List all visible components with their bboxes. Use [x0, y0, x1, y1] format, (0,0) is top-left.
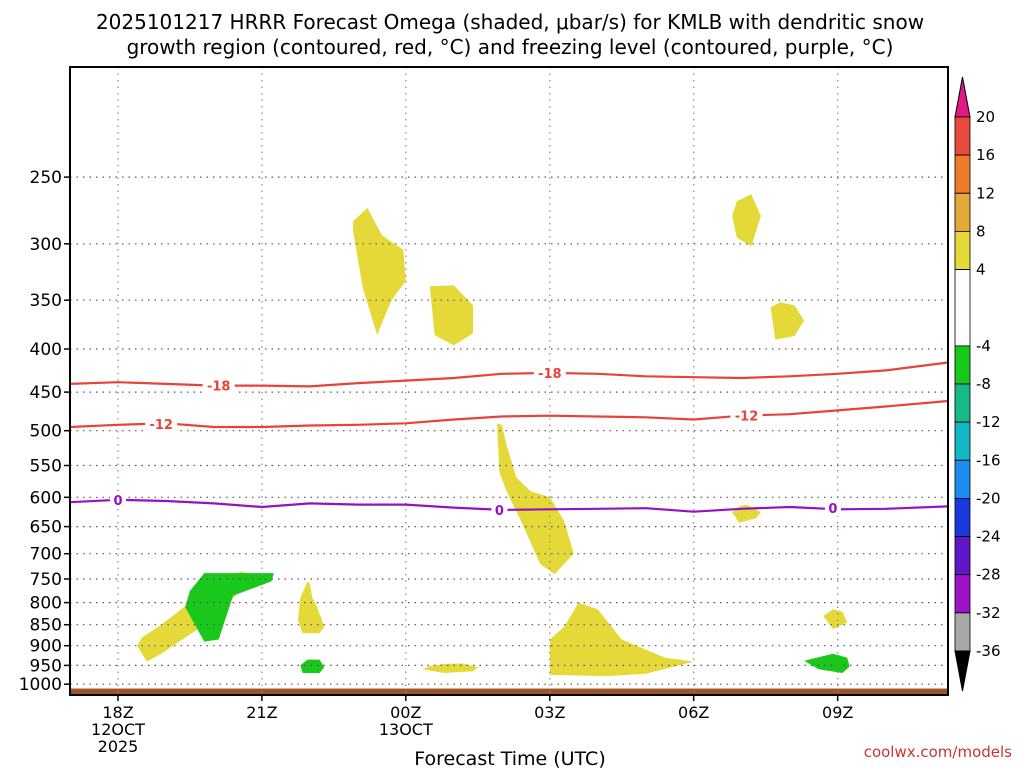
colorbar-band--20-to--16	[954, 459, 971, 499]
contour-layer: -18 -18 -12 -12 0 0 0	[69, 361, 949, 519]
terrain-layer	[70, 688, 948, 695]
colorbar-band--16-to--12	[954, 421, 971, 461]
colorbar-band--24-to--20	[954, 497, 971, 537]
colorbar-tick--8: -8	[976, 375, 991, 393]
contour-label-bg-0-2	[491, 501, 508, 518]
x-axis-label: Forecast Time (UTC)	[414, 748, 605, 768]
colorbar: 20 16 12 8 4 -4 -8 -12 -16 -20 -24 -28 -32 -36	[954, 76, 1001, 692]
y-tick-label-750: 750	[30, 570, 62, 590]
x-tick-label-18-3: 2025	[98, 737, 139, 756]
omega-region-3	[353, 208, 406, 336]
omega-region-5	[422, 663, 478, 673]
omega-shaded-layer	[137, 194, 850, 677]
omega-region-2	[297, 581, 325, 634]
contour-label-bg--12-1	[145, 416, 178, 432]
colorbar-tick--4: -4	[976, 337, 991, 355]
y-tick-label-450: 450	[30, 383, 62, 403]
plot-area: -18 -18 -12 -12 0 0 0	[69, 66, 949, 696]
y-tick-label-350: 350	[30, 291, 62, 311]
contour-label-0-3: 0	[828, 502, 837, 517]
colorbar-tick-16: 16	[976, 146, 995, 164]
contour-label--18-2: -18	[538, 367, 562, 382]
colorbar-band--12-to--8	[954, 383, 971, 423]
x-tick-label-21-1: 21Z	[246, 703, 277, 722]
colorbar-tick--16: -16	[976, 451, 1001, 469]
colorbar-tick-8: 8	[976, 222, 986, 240]
omega-region-7	[549, 602, 694, 677]
y-tick-label-650: 650	[30, 518, 62, 538]
contour-label-0-2: 0	[495, 504, 504, 519]
colorbar-tick--12: -12	[976, 413, 1001, 431]
y-tick-label-300: 300	[30, 235, 62, 255]
contour-label--12-1: -12	[149, 418, 173, 433]
colorbar-tick-20: 20	[976, 108, 995, 126]
y-tick-label-700: 700	[30, 545, 62, 565]
y-tick-label-950: 950	[30, 656, 62, 676]
y-tick-label-550: 550	[30, 457, 62, 477]
chart-title-line-1: 2025101217 HRRR Forecast Omega (shaded, …	[96, 10, 924, 34]
x-tick-label-18-2: 12OCT	[91, 720, 145, 739]
x-tick-label-33-1: 09Z	[822, 703, 853, 722]
contour-label-bg--12-2	[730, 407, 763, 424]
contour-label-bg-0-3	[824, 500, 841, 517]
colorbar-tick-4: 4	[976, 261, 986, 279]
omega-region-6	[497, 423, 574, 575]
colorbar-tick--36: -36	[976, 642, 1001, 660]
colorbar-band-4-to-8	[954, 230, 971, 270]
y-tick-label-1000: 1000	[19, 675, 62, 695]
terrain-strip	[70, 688, 948, 695]
colorbar-band--32-to--28	[954, 574, 971, 614]
x-tick-label-18-1: 18Z	[102, 703, 133, 722]
omega-region-9	[770, 302, 805, 340]
omega-region-11	[823, 609, 848, 629]
contour-label--18-1: -18	[207, 380, 231, 395]
colorbar-tick--20: -20	[976, 489, 1001, 507]
colorbar-band--4-to-4	[954, 269, 971, 347]
y-tick-label-850: 850	[30, 616, 62, 636]
x-tick-label-24-2: 13OCT	[379, 720, 433, 739]
x-tick-label-27-1: 03Z	[534, 703, 565, 722]
colorbar-tick-12: 12	[976, 184, 995, 202]
chart-title-line-2: growth region (contoured, red, °C) and f…	[127, 35, 894, 59]
colorbar-tick--24: -24	[976, 528, 1001, 546]
y-tick-label-400: 400	[30, 340, 62, 360]
x-tick-label-30-1: 06Z	[678, 703, 709, 722]
colorbar-band--36-to--32	[954, 612, 971, 652]
y-tick-label-900: 900	[30, 637, 62, 657]
x-tick-label-24-1: 00Z	[390, 703, 421, 722]
omega-region-8	[732, 194, 761, 247]
colorbar-tick--28: -28	[976, 566, 1001, 584]
colorbar-top-cap	[954, 76, 971, 118]
colorbar-band-12-to-16	[954, 154, 971, 194]
contour-label-bg-0-1	[110, 491, 126, 508]
grid-layer	[70, 67, 948, 695]
colorbar-band-8-to-12	[954, 192, 971, 232]
contour-label--12-2: -12	[735, 410, 759, 425]
colorbar-band--28-to--24	[954, 536, 971, 576]
credit-text: coolwx.com/models	[864, 743, 1012, 761]
contour-label-0-1: 0	[113, 494, 122, 509]
omega-region-13	[300, 659, 325, 673]
colorbar-band--8-to--4	[954, 345, 971, 385]
y-tick-label-500: 500	[30, 422, 62, 442]
y-tick-label-250: 250	[30, 168, 62, 188]
contour-line--12	[69, 399, 949, 429]
colorbar-band-16-to-20	[954, 116, 971, 156]
y-axis-ticks: 2503003504004505005506006507007508008509…	[19, 168, 70, 695]
y-tick-label-600: 600	[30, 488, 62, 508]
contour-label-bg--18-2	[533, 364, 566, 381]
plot-frame	[69, 66, 949, 696]
y-tick-label-800: 800	[30, 594, 62, 614]
contour-label-bg--18-1	[202, 377, 235, 394]
colorbar-bottom-cap	[954, 650, 971, 692]
colorbar-tick--32: -32	[976, 604, 1001, 622]
